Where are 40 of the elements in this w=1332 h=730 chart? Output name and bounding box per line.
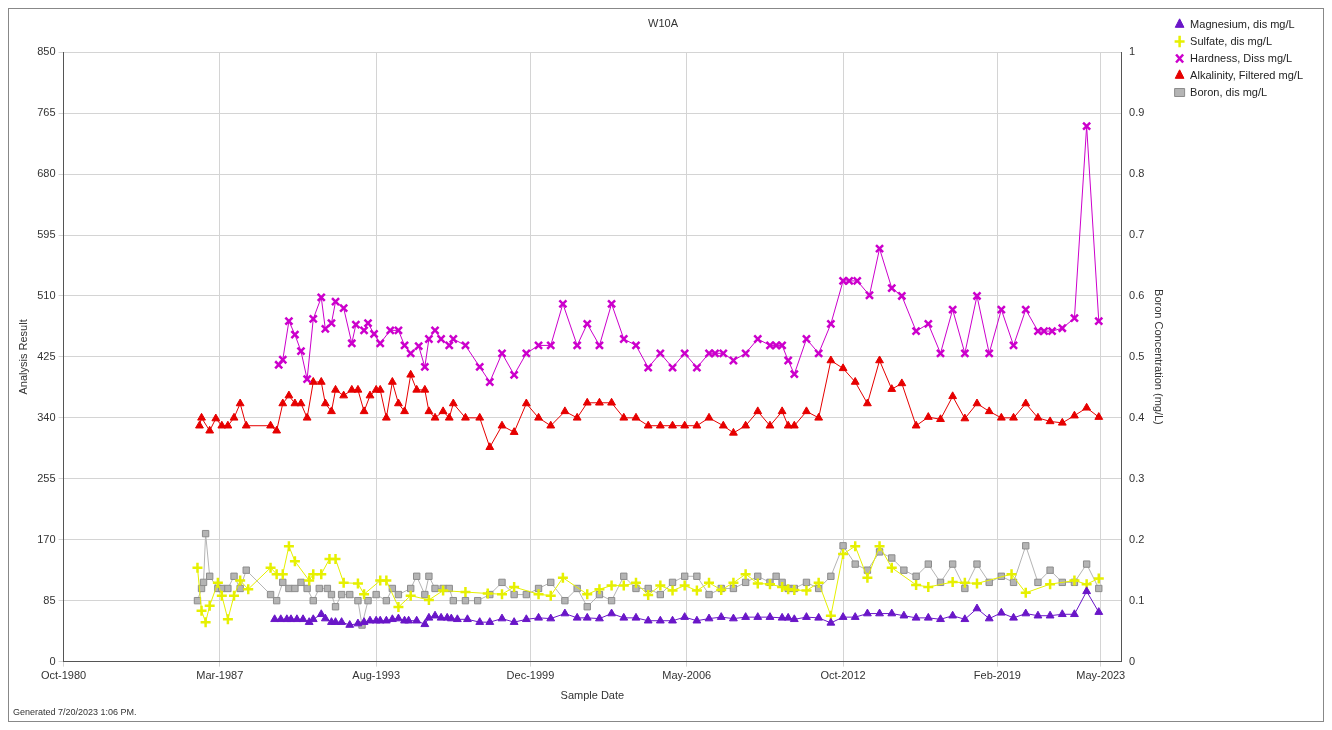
y-tick-label: 680 bbox=[37, 167, 56, 180]
x-tick-label: Feb-2019 bbox=[973, 669, 1021, 682]
legend-label: Hardness, Diss mg/L bbox=[1190, 51, 1293, 64]
x-tick-label: Mar-1987 bbox=[196, 669, 244, 682]
y-tick-label: 0 bbox=[49, 654, 56, 667]
y2-tick-label: 1 bbox=[1129, 45, 1136, 58]
y2-tick-label: 0.8 bbox=[1129, 167, 1145, 180]
y-tick-label: 425 bbox=[37, 349, 56, 362]
y2-axis-title: Boron Concentration (mg/L) bbox=[1152, 289, 1165, 425]
y2-tick-label: 0.7 bbox=[1129, 228, 1145, 241]
legend-label: Magnesium, dis mg/L bbox=[1190, 17, 1295, 30]
y2-tick-label: 0.6 bbox=[1129, 288, 1145, 301]
y2-tick-label: 0.9 bbox=[1129, 106, 1145, 119]
legend-label: Sulfate, dis mg/L bbox=[1190, 34, 1273, 47]
x-tick-label: Oct-2012 bbox=[820, 669, 866, 682]
y-tick-label: 765 bbox=[37, 106, 56, 119]
y-tick-label: 85 bbox=[43, 593, 56, 606]
x-tick-label: May-2023 bbox=[1076, 669, 1126, 682]
y2-tick-label: 0.2 bbox=[1129, 532, 1145, 545]
x-axis-title: Sample Date bbox=[560, 689, 625, 702]
y-tick-label: 340 bbox=[37, 410, 56, 423]
x-tick-label: May-2006 bbox=[662, 669, 712, 682]
y2-tick-label: 0.1 bbox=[1129, 593, 1145, 606]
y2-tick-label: 0 bbox=[1129, 654, 1136, 667]
y-tick-label: 170 bbox=[37, 532, 56, 545]
y-tick-label: 595 bbox=[37, 228, 56, 241]
x-tick-label: Oct-1980 bbox=[40, 669, 87, 682]
y-tick-label: 510 bbox=[37, 288, 56, 301]
y-tick-label: 850 bbox=[37, 45, 56, 58]
legend-label: Alkalinity, Filtered mg/L bbox=[1190, 68, 1303, 81]
text: Generated 7/20/2023 1:06 PM. bbox=[13, 706, 137, 717]
chart-title: W10A bbox=[648, 16, 679, 29]
y2-tick-label: 0.3 bbox=[1129, 471, 1145, 484]
y-tick-label: 255 bbox=[37, 471, 56, 484]
x-tick-label: Aug-1993 bbox=[352, 669, 401, 682]
x-tick-label: Dec-1999 bbox=[506, 669, 555, 682]
y2-tick-label: 0.4 bbox=[1129, 410, 1145, 423]
y2-tick-label: 0.5 bbox=[1129, 349, 1145, 362]
y-axis-title: Analysis Result bbox=[16, 319, 29, 395]
legend-label: Boron, dis mg/L bbox=[1190, 85, 1268, 98]
